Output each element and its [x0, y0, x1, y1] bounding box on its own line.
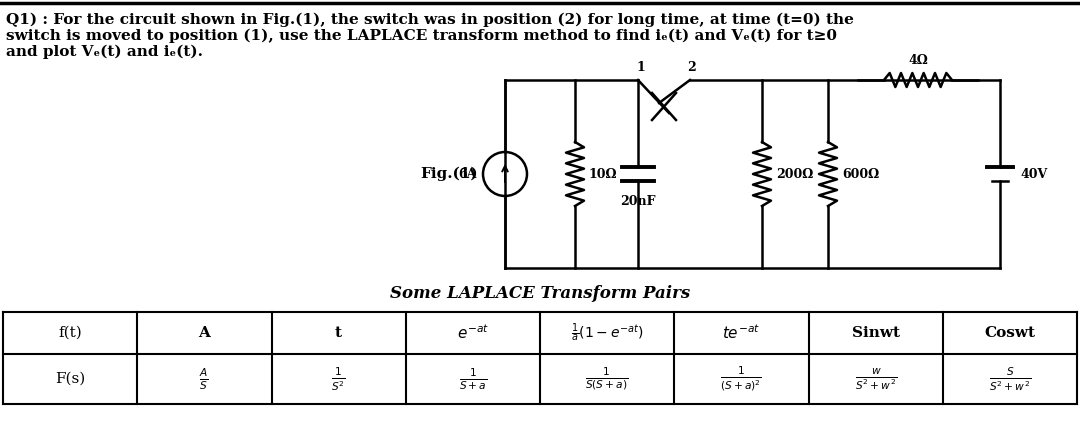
Text: $\frac{1}{(S+a)^2}$: $\frac{1}{(S+a)^2}$ [720, 365, 762, 393]
Text: $te^{-at}$: $te^{-at}$ [723, 324, 760, 342]
Text: switch is moved to position (1), use the LAPLACE transform method to find iₑ(t) : switch is moved to position (1), use the… [6, 29, 837, 44]
Text: 20nF: 20nF [620, 195, 656, 208]
Text: $\frac{1}{S^2}$: $\frac{1}{S^2}$ [332, 365, 346, 393]
Text: 600Ω: 600Ω [842, 167, 879, 181]
Text: 6A: 6A [459, 167, 477, 181]
Text: F(s): F(s) [55, 372, 85, 386]
Text: $\frac{A}{S}$: $\frac{A}{S}$ [200, 366, 210, 392]
Text: 10Ω: 10Ω [589, 167, 618, 181]
Text: t: t [335, 326, 342, 340]
Text: Fig.(1): Fig.(1) [420, 167, 477, 181]
Text: Coswt: Coswt [984, 326, 1036, 340]
Text: $\frac{w}{S^2+w^2}$: $\frac{w}{S^2+w^2}$ [854, 366, 896, 392]
Text: Q1) : For the circuit shown in Fig.(1), the switch was in position (2) for long : Q1) : For the circuit shown in Fig.(1), … [6, 13, 854, 28]
Text: 1: 1 [636, 61, 646, 74]
Text: $e^{-at}$: $e^{-at}$ [457, 324, 489, 342]
Text: 40V: 40V [1020, 167, 1048, 181]
Text: Sinwt: Sinwt [852, 326, 900, 340]
Text: $\frac{1}{S+a}$: $\frac{1}{S+a}$ [459, 366, 487, 392]
Text: $\frac{S}{S^2+w^2}$: $\frac{S}{S^2+w^2}$ [989, 365, 1031, 393]
Text: $\frac{1}{S(S+a)}$: $\frac{1}{S(S+a)}$ [585, 366, 629, 392]
Text: Some LAPLACE Transform Pairs: Some LAPLACE Transform Pairs [390, 285, 690, 302]
Text: f(t): f(t) [58, 326, 82, 340]
Text: $\frac{1}{a}(1-e^{-at})$: $\frac{1}{a}(1-e^{-at})$ [570, 322, 644, 344]
Text: A: A [199, 326, 211, 340]
Text: 2: 2 [688, 61, 697, 74]
Text: 4Ω: 4Ω [908, 54, 928, 67]
Text: 200Ω: 200Ω [777, 167, 813, 181]
Text: and plot Vₑ(t) and iₑ(t).: and plot Vₑ(t) and iₑ(t). [6, 45, 203, 59]
